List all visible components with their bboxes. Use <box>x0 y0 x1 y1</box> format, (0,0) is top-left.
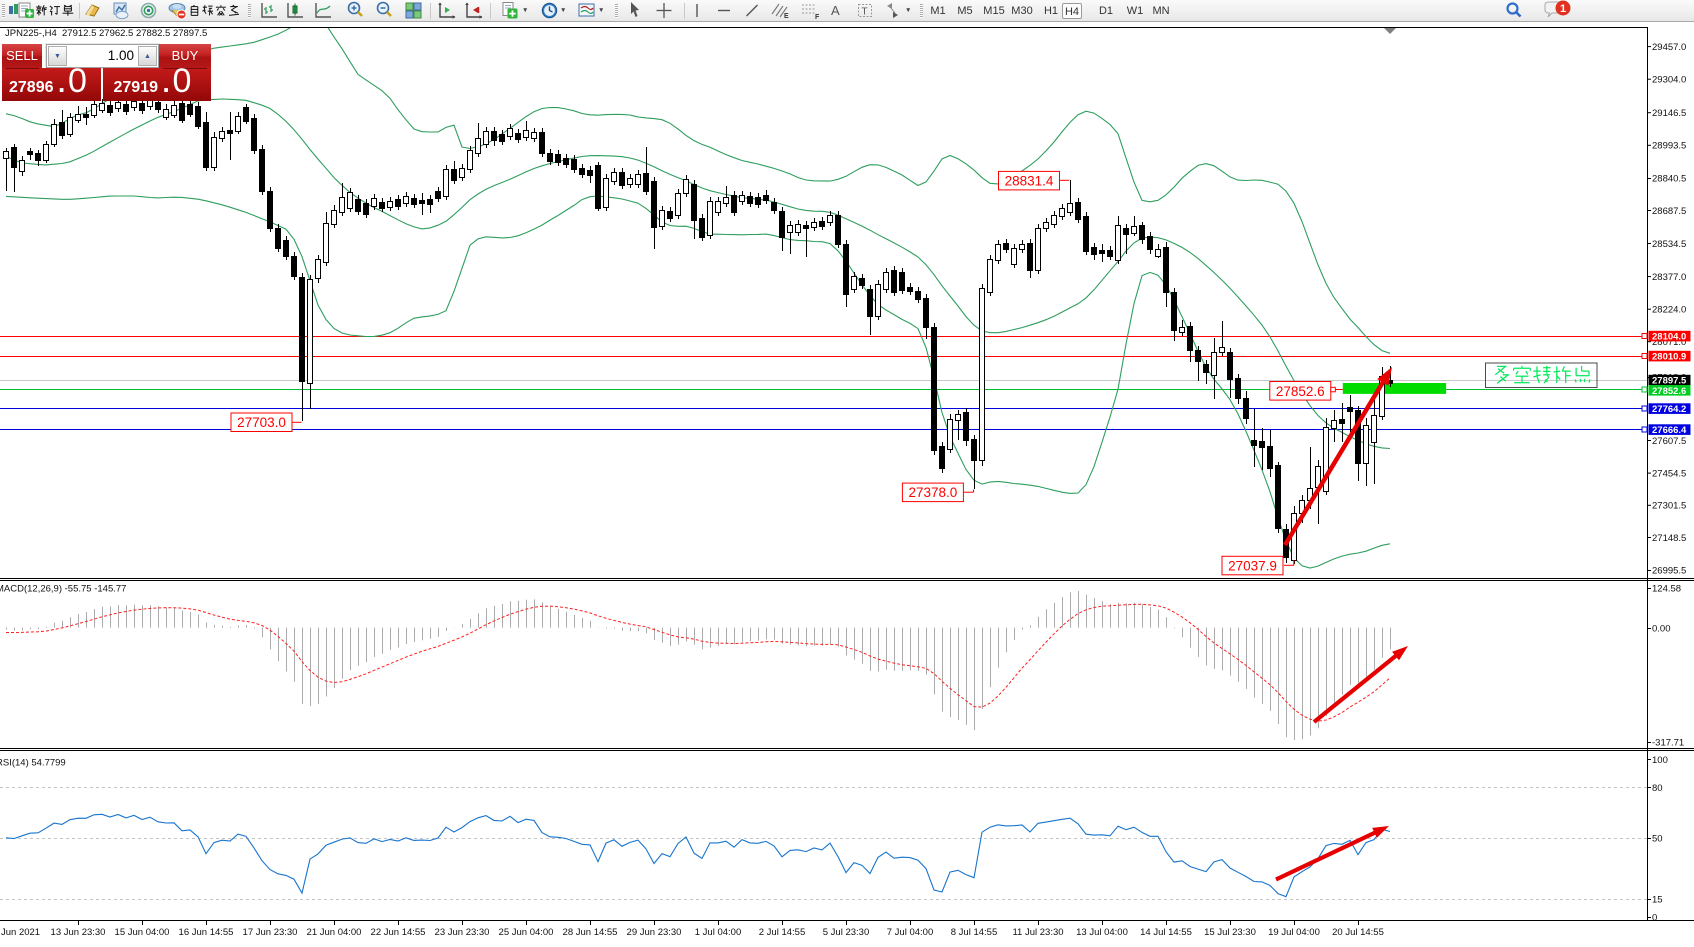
svg-text:28534.5: 28534.5 <box>1652 239 1686 250</box>
svg-text:Jun 2021: Jun 2021 <box>1 927 40 938</box>
svg-text:80: 80 <box>1652 783 1663 794</box>
svg-text:124.58: 124.58 <box>1652 583 1681 594</box>
svg-text:28104.0: 28104.0 <box>1652 332 1686 343</box>
svg-text:MACD(12,26,9) -55.75 -145.77: MACD(12,26,9) -55.75 -145.77 <box>0 584 126 595</box>
svg-text:14 Jul 14:55: 14 Jul 14:55 <box>1140 927 1192 938</box>
svg-text:27037.9: 27037.9 <box>1228 558 1277 573</box>
svg-text:JPN225-,H4 27912.5 27962.5 27: JPN225-,H4 27912.5 27962.5 27882.5 27897… <box>5 28 207 39</box>
svg-text:27666.4: 27666.4 <box>1652 425 1687 436</box>
svg-text:27301.5: 27301.5 <box>1652 501 1686 512</box>
svg-text:29457.0: 29457.0 <box>1652 42 1686 53</box>
svg-text:27454.5: 27454.5 <box>1652 469 1686 480</box>
svg-text:27378.0: 27378.0 <box>908 485 957 500</box>
svg-text:16 Jun 14:55: 16 Jun 14:55 <box>179 927 234 938</box>
svg-text:1: 1 <box>1560 3 1566 15</box>
svg-text:27607.5: 27607.5 <box>1652 436 1686 447</box>
svg-text:50: 50 <box>1652 833 1663 844</box>
svg-text:0.00: 0.00 <box>1652 623 1671 634</box>
svg-text:11 Jul 23:30: 11 Jul 23:30 <box>1012 927 1063 938</box>
svg-text:28 Jun 14:55: 28 Jun 14:55 <box>563 927 618 938</box>
svg-text:22 Jun 14:55: 22 Jun 14:55 <box>371 927 426 938</box>
svg-text:27148.5: 27148.5 <box>1652 533 1686 544</box>
svg-text:RSI(14) 54.7799: RSI(14) 54.7799 <box>0 758 66 769</box>
svg-text:F: F <box>815 14 820 21</box>
svg-text:25 Jun 04:00: 25 Jun 04:00 <box>499 927 554 938</box>
svg-text:29304.0: 29304.0 <box>1652 75 1686 86</box>
svg-text:2 Jul 14:55: 2 Jul 14:55 <box>759 927 805 938</box>
svg-text:15 Jun 04:00: 15 Jun 04:00 <box>115 927 170 938</box>
svg-text:0: 0 <box>1652 912 1657 923</box>
svg-text:26995.5: 26995.5 <box>1652 565 1686 576</box>
svg-text:29 Jun 23:30: 29 Jun 23:30 <box>627 927 682 938</box>
svg-text:21 Jun 04:00: 21 Jun 04:00 <box>307 927 362 938</box>
svg-text:13 Jun 23:30: 13 Jun 23:30 <box>51 927 106 938</box>
svg-text:5 Jul 23:30: 5 Jul 23:30 <box>823 927 869 938</box>
svg-text:15: 15 <box>1652 894 1663 905</box>
svg-text:28224.0: 28224.0 <box>1652 305 1686 316</box>
svg-text:-317.71: -317.71 <box>1652 737 1684 748</box>
svg-text:27703.0: 27703.0 <box>237 415 286 430</box>
svg-text:1 Jul 04:00: 1 Jul 04:00 <box>695 927 741 938</box>
svg-text:28993.5: 28993.5 <box>1652 141 1686 152</box>
svg-text:E: E <box>784 13 789 20</box>
svg-text:17 Jun 23:30: 17 Jun 23:30 <box>243 927 298 938</box>
svg-text:13 Jul 04:00: 13 Jul 04:00 <box>1076 927 1128 938</box>
svg-text:19 Jul 04:00: 19 Jul 04:00 <box>1268 927 1320 938</box>
svg-text:20 Jul 14:55: 20 Jul 14:55 <box>1332 927 1384 938</box>
svg-text:8 Jul 14:55: 8 Jul 14:55 <box>951 927 997 938</box>
svg-text:28687.5: 28687.5 <box>1652 206 1686 217</box>
svg-text:28010.9: 28010.9 <box>1652 352 1686 363</box>
svg-text:28840.5: 28840.5 <box>1652 173 1686 184</box>
svg-text:7 Jul 04:00: 7 Jul 04:00 <box>887 927 933 938</box>
svg-text:T: T <box>862 7 868 18</box>
svg-text:28377.0: 28377.0 <box>1652 272 1686 283</box>
svg-text:29146.5: 29146.5 <box>1652 108 1686 119</box>
svg-text:27852.6: 27852.6 <box>1652 386 1686 397</box>
svg-text:27764.2: 27764.2 <box>1652 404 1686 415</box>
svg-text:27852.6: 27852.6 <box>1276 384 1325 399</box>
svg-text:23 Jun 23:30: 23 Jun 23:30 <box>435 927 490 938</box>
svg-text:15 Jul 23:30: 15 Jul 23:30 <box>1204 927 1256 938</box>
svg-text:100: 100 <box>1652 755 1668 766</box>
svg-text:28831.4: 28831.4 <box>1005 173 1054 188</box>
